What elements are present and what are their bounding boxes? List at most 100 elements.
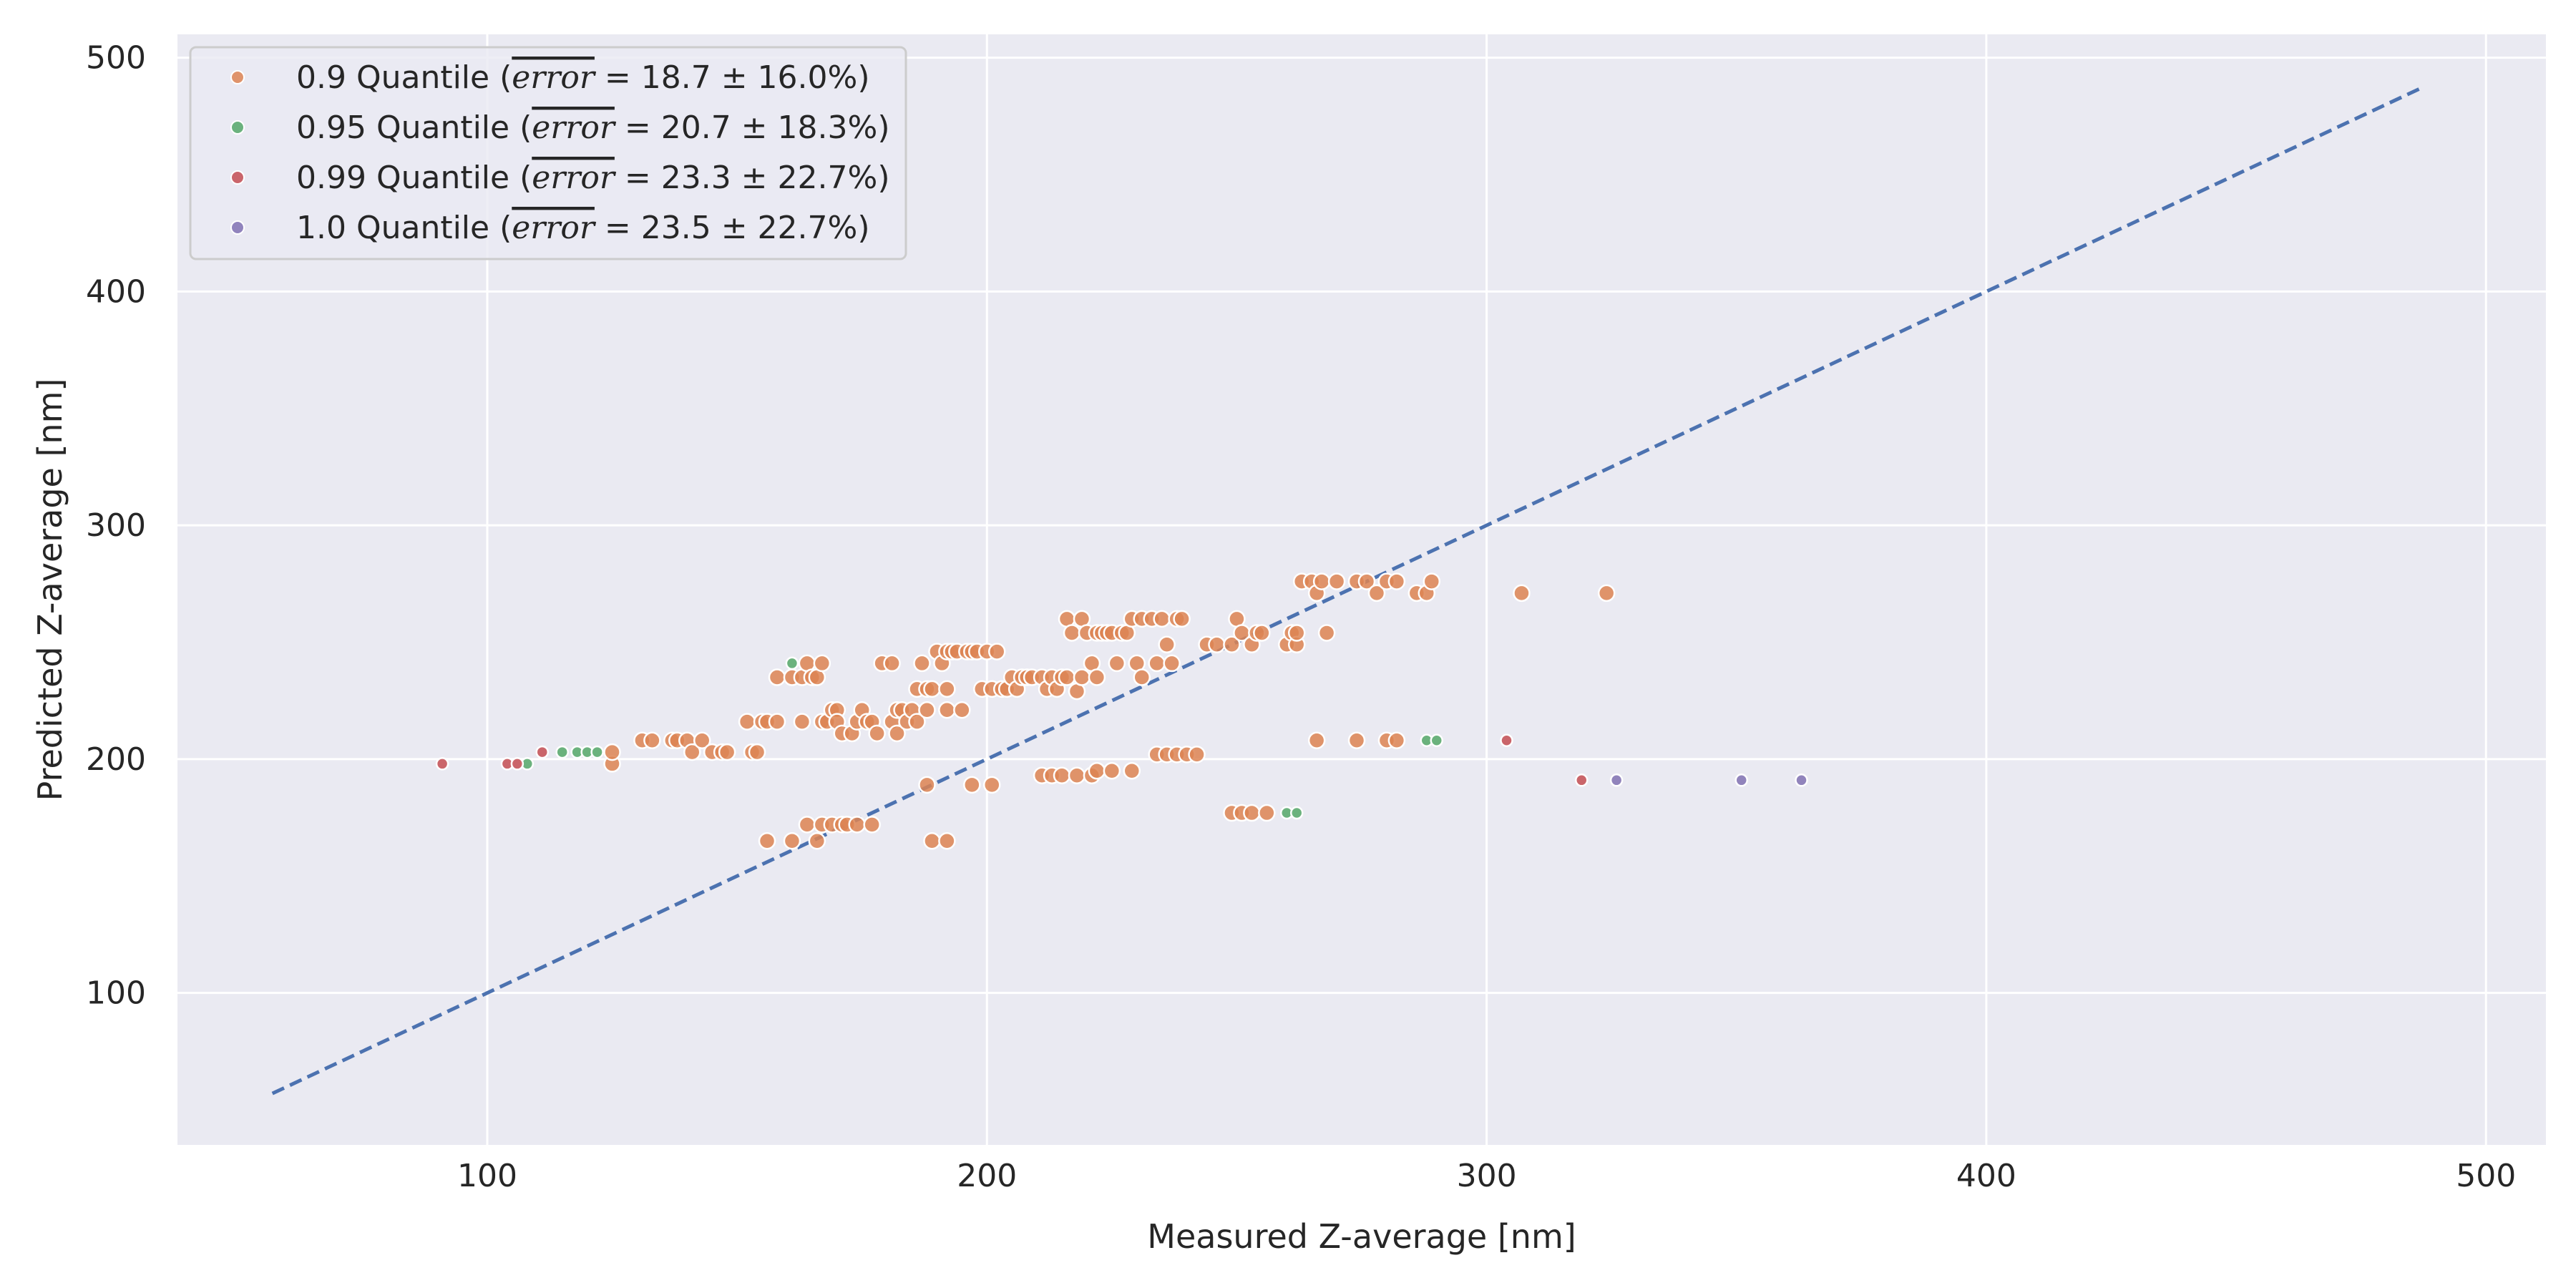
data-point	[1163, 654, 1181, 673]
data-point	[913, 654, 931, 673]
data-point	[693, 731, 711, 749]
data-point	[1073, 668, 1091, 686]
data-point	[603, 743, 621, 761]
data-point	[863, 816, 881, 834]
legend-item: 1.0 Quantile (error = 23.5 ± 22.7%)	[230, 210, 870, 246]
legend-label: 0.99 Quantile (error = 23.3 ± 22.7%)	[296, 160, 889, 196]
y-tick-label: 300	[86, 507, 146, 544]
data-point	[758, 831, 776, 850]
data-points	[435, 572, 1808, 850]
data-point	[1068, 766, 1086, 785]
data-point	[883, 654, 901, 673]
data-point	[982, 776, 1001, 794]
data-point	[1088, 668, 1106, 686]
data-point	[1108, 654, 1126, 673]
data-point	[923, 831, 941, 850]
legend-box	[189, 46, 907, 260]
x-tick-label: 200	[957, 1158, 1017, 1194]
data-point	[918, 701, 936, 719]
data-point	[768, 713, 786, 731]
data-point	[1223, 635, 1241, 654]
data-point	[535, 745, 550, 759]
data-point	[1500, 733, 1513, 747]
data-point	[1357, 572, 1376, 590]
x-tick-label: 300	[1457, 1158, 1517, 1194]
data-point	[590, 745, 604, 759]
data-point	[1423, 572, 1441, 590]
data-point	[1575, 774, 1589, 787]
data-point	[643, 731, 661, 749]
data-point	[1609, 774, 1624, 787]
data-point	[1367, 584, 1386, 602]
data-point	[1735, 774, 1748, 787]
data-point	[783, 831, 801, 850]
y-tick-label: 400	[86, 273, 146, 310]
data-point	[1148, 654, 1166, 673]
data-point	[768, 668, 786, 686]
legend-item: 0.99 Quantile (error = 23.3 ± 22.7%)	[230, 160, 889, 196]
legend-item: 0.95 Quantile (error = 20.7 ± 18.3%)	[230, 109, 889, 146]
data-point	[793, 713, 811, 731]
data-point	[808, 831, 826, 850]
data-point	[953, 701, 971, 719]
data-point	[1053, 766, 1071, 785]
data-point	[1430, 733, 1443, 747]
data-point	[1133, 668, 1151, 686]
data-point	[1387, 731, 1406, 749]
legend-label: 1.0 Quantile (error = 23.5 ± 22.7%)	[296, 210, 870, 246]
y-tick-label: 500	[86, 40, 146, 77]
data-point	[1597, 584, 1616, 602]
data-point	[1243, 804, 1261, 822]
data-point	[848, 816, 866, 834]
series-2	[520, 656, 1443, 820]
legend-marker	[230, 170, 245, 185]
data-point	[1173, 610, 1191, 628]
x-tick-label: 400	[1956, 1158, 2016, 1194]
legend-item: 0.9 Quantile (error = 18.7 ± 16.0%)	[230, 59, 870, 96]
data-point	[908, 713, 926, 731]
data-point	[1253, 624, 1271, 642]
data-point	[918, 776, 936, 794]
data-point	[1088, 761, 1106, 780]
series-1	[603, 572, 1616, 850]
data-point	[435, 757, 449, 771]
data-point	[1307, 731, 1326, 749]
legend-marker	[230, 120, 245, 135]
data-point	[555, 745, 569, 759]
data-point	[1317, 624, 1336, 642]
data-point	[1063, 624, 1081, 642]
data-point	[510, 757, 525, 771]
grid-lines	[177, 34, 2546, 1145]
data-point	[938, 701, 956, 719]
data-point	[938, 680, 956, 698]
legend-label: 0.9 Quantile (error = 18.7 ± 16.0%)	[296, 59, 870, 96]
x-tick-label: 500	[2456, 1158, 2516, 1194]
data-point	[1289, 806, 1304, 820]
data-point	[987, 643, 1006, 660]
data-point	[1153, 610, 1171, 628]
data-point	[1513, 584, 1531, 602]
data-point	[1158, 635, 1176, 654]
data-point	[868, 724, 886, 743]
data-point	[785, 656, 799, 670]
data-point	[798, 816, 816, 834]
data-point	[1188, 746, 1206, 763]
series-4	[1609, 774, 1808, 787]
y-tick-label: 100	[86, 975, 146, 1012]
legend-marker	[230, 220, 245, 235]
reference-line	[271, 86, 2422, 1096]
identity-line	[271, 86, 2422, 1096]
data-point	[1795, 774, 1808, 787]
data-point	[938, 831, 956, 850]
data-point	[683, 743, 701, 761]
y-tick-label: 200	[86, 741, 146, 778]
data-point	[888, 724, 906, 743]
data-point	[1258, 804, 1276, 822]
data-point	[718, 743, 736, 761]
data-point	[963, 776, 981, 794]
data-point	[1327, 572, 1346, 590]
data-point	[1123, 761, 1141, 780]
data-point	[748, 743, 766, 761]
x-axis-label: Measured Z-average [nm]	[1147, 1217, 1576, 1256]
